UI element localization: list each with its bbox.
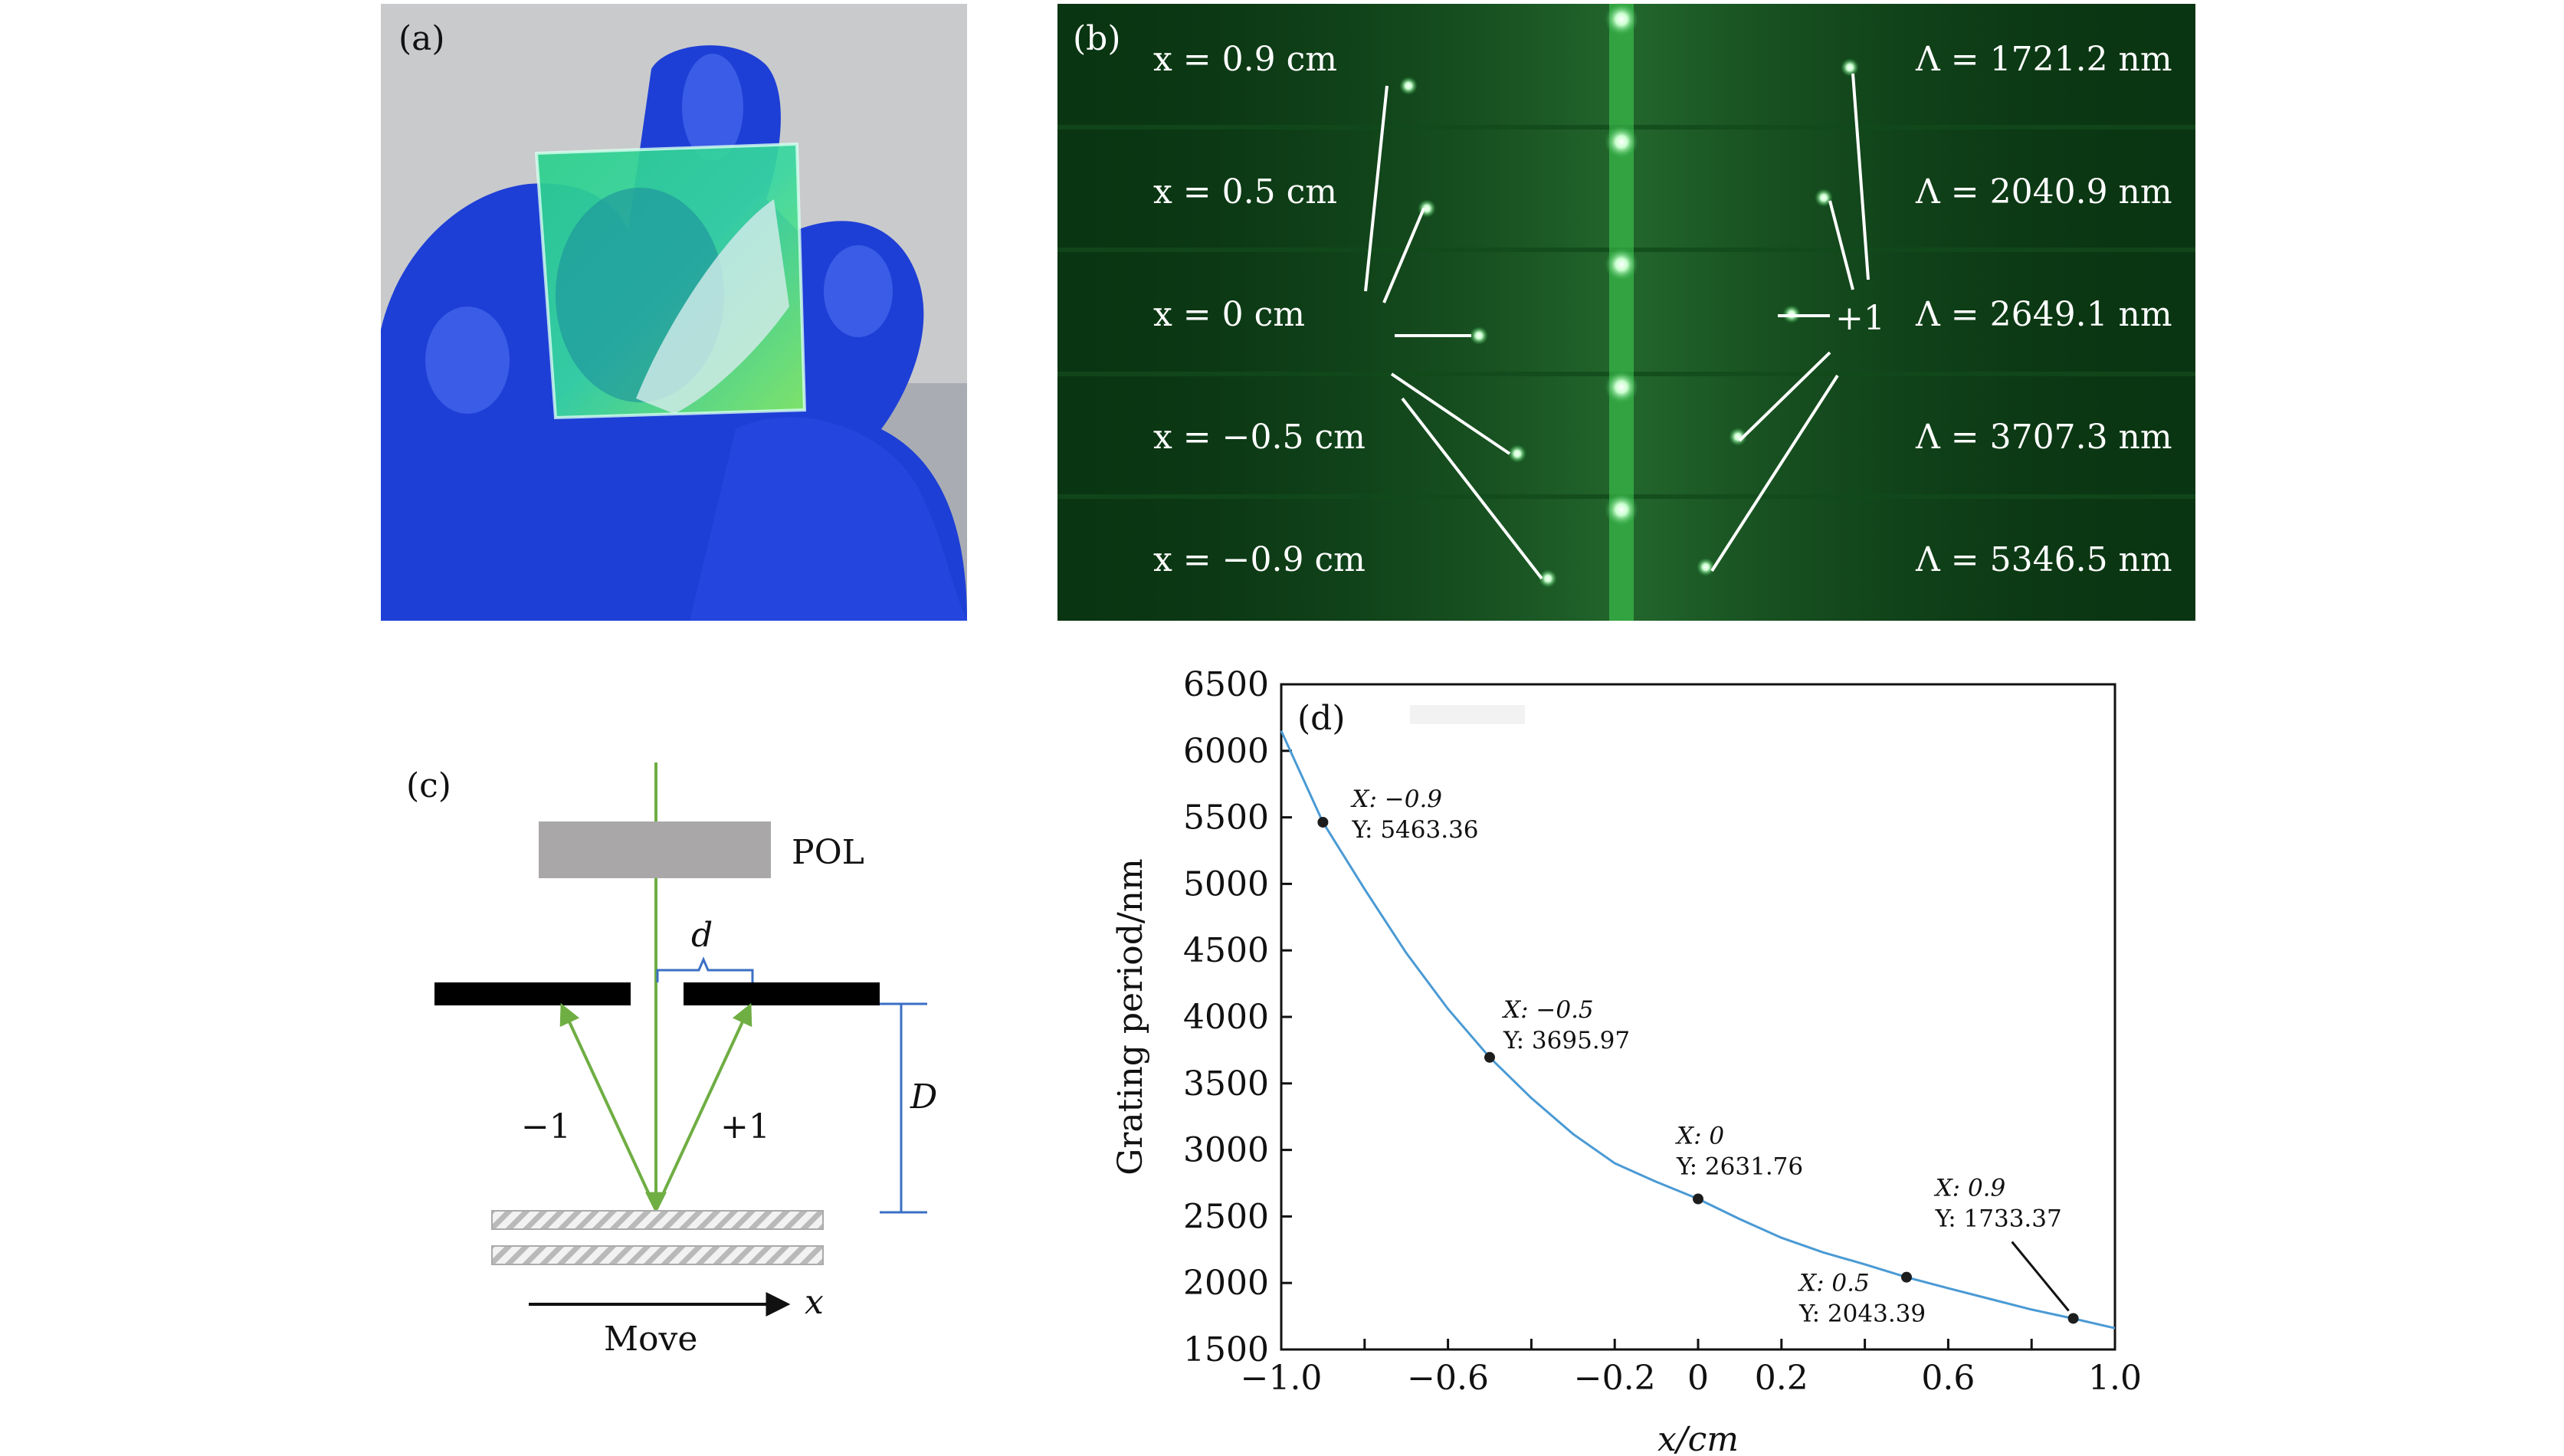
- x-tick-label: −0.2: [1574, 1359, 1656, 1398]
- panel-a: (a): [381, 4, 967, 621]
- watermark-smudge: [1410, 705, 1525, 724]
- screen-left: [434, 982, 631, 1005]
- plus-one-label: +1: [720, 1107, 770, 1146]
- data-point: [1901, 1271, 1912, 1283]
- move-x-label: x: [805, 1283, 824, 1322]
- y-tick-label: 3500: [1183, 1064, 1269, 1103]
- row-period-label: Λ = 5346.5 nm: [1915, 540, 2172, 579]
- row-period-label: Λ = 3707.3 nm: [1915, 418, 2172, 457]
- row-period-label: Λ = 1721.2 nm: [1915, 40, 2172, 79]
- row-x-label: x = −0.9 cm: [1153, 540, 1366, 579]
- y-axis-ticks: 1500 2000 2500 3000 3500 4000 4500 5000 5500 6000…: [1183, 665, 1292, 1369]
- x-tick-label: 0.6: [1921, 1359, 1975, 1398]
- annotation-leader-line: [2011, 1241, 2070, 1312]
- data-point: [1484, 1051, 1495, 1063]
- order-label: +1: [1835, 299, 1885, 338]
- plus-one-beam: [654, 1002, 752, 1210]
- y-tick-label: 4500: [1183, 931, 1269, 970]
- point-y-annotation: Y: 2631.76: [1676, 1153, 1803, 1181]
- row-labels-left: x = 0.9 cm x = 0.5 cm x = 0 cm x = −0.5 …: [1153, 40, 1366, 579]
- panel-c: (c) POL d D −1 +1 x Move: [406, 762, 937, 1359]
- x-axis-label: x/cm: [1657, 1420, 1739, 1456]
- diffraction-spots: [1399, 58, 1859, 588]
- move-label: Move: [604, 1320, 697, 1359]
- x-tick-label: −1.0: [1241, 1359, 1323, 1398]
- data-point: [1693, 1193, 1703, 1205]
- point-x-annotation: X: −0.9: [1350, 785, 1442, 813]
- D-bracket: [880, 1002, 927, 1214]
- point-y-annotation: Y: 1733.37: [1935, 1205, 2062, 1232]
- x-tick-label: −0.6: [1407, 1359, 1489, 1398]
- y-tick-label: 6500: [1183, 665, 1269, 704]
- row-labels-right: Λ = 1721.2 nm Λ = 2040.9 nm Λ = 2649.1 n…: [1915, 40, 2172, 579]
- point-y-annotation: Y: 5463.36: [1351, 816, 1478, 844]
- row-period-label: Λ = 2040.9 nm: [1915, 172, 2172, 212]
- zero-order-beams: [1605, 2, 1638, 621]
- row-x-label: x = −0.5 cm: [1153, 418, 1366, 457]
- panel-d-chart: (d) 1500 2000 2500 3000 3500 4000 4500 5000 5500…: [1111, 665, 2142, 1456]
- x-tick-label: 1.0: [2088, 1359, 2142, 1398]
- pointer-lines: [1364, 73, 1870, 580]
- y-tick-label: 1500: [1183, 1330, 1269, 1369]
- d-brace: [656, 956, 754, 982]
- row-x-label: x = 0.5 cm: [1153, 172, 1337, 212]
- panel-c-label: (c): [406, 766, 451, 805]
- panel-b-label: (b): [1073, 19, 1121, 58]
- screen-right: [684, 982, 880, 1005]
- polarizer-label: POL: [792, 833, 864, 872]
- y-tick-label: 2500: [1183, 1197, 1269, 1236]
- point-y-annotation: Y: 2043.39: [1798, 1300, 1926, 1328]
- data-point: [1317, 816, 1329, 828]
- d-label: d: [691, 916, 713, 955]
- y-tick-label: 4000: [1183, 998, 1269, 1037]
- data-points: X: −0.9 Y: 5463.36 X: −0.5 Y: 3695.97 X: 0 Y:…: [1317, 785, 2079, 1328]
- row-x-label: x = 0 cm: [1153, 295, 1305, 334]
- y-tick-label: 5000: [1183, 864, 1269, 903]
- sample-bottom: [491, 1245, 824, 1265]
- D-label: D: [910, 1077, 937, 1117]
- y-tick-label: 3000: [1183, 1131, 1269, 1170]
- polarizer: [539, 821, 771, 878]
- plot-frame: [1280, 683, 2116, 1351]
- panel-b: x = 0.9 cm x = 0.5 cm x = 0 cm x = −0.5 …: [1057, 2, 2195, 621]
- data-point: [2067, 1313, 2079, 1324]
- x-axis-ticks: −1.0 −0.6 −0.2 0 0.2 0.6 1.0: [1241, 1339, 2142, 1398]
- panel-d-label: (d): [1297, 699, 1346, 738]
- point-x-annotation: X: −0.5: [1502, 996, 1594, 1024]
- y-tick-label: 5500: [1183, 799, 1269, 838]
- row-x-label: x = 0.9 cm: [1153, 40, 1337, 79]
- point-x-annotation: X: 0.5: [1798, 1270, 1870, 1297]
- x-tick-label: 0: [1687, 1359, 1709, 1398]
- y-tick-label: 2000: [1183, 1264, 1269, 1303]
- minus-one-label: −1: [521, 1107, 571, 1146]
- sample-top: [491, 1210, 824, 1230]
- x-tick-label: 0.2: [1755, 1359, 1808, 1398]
- point-y-annotation: Y: 3695.97: [1503, 1027, 1630, 1054]
- row-period-label: Λ = 2649.1 nm: [1915, 295, 2172, 334]
- y-tick-label: 6000: [1183, 732, 1269, 771]
- glove-highlights: [425, 54, 893, 414]
- point-x-annotation: X: 0.9: [1934, 1174, 2006, 1202]
- panel-a-label: (a): [398, 19, 445, 58]
- minus-one-beam: [559, 1002, 657, 1210]
- y-axis-label: Grating period/nm: [1111, 858, 1150, 1176]
- grating-film: [534, 142, 807, 420]
- point-x-annotation: X: 0: [1675, 1123, 1724, 1150]
